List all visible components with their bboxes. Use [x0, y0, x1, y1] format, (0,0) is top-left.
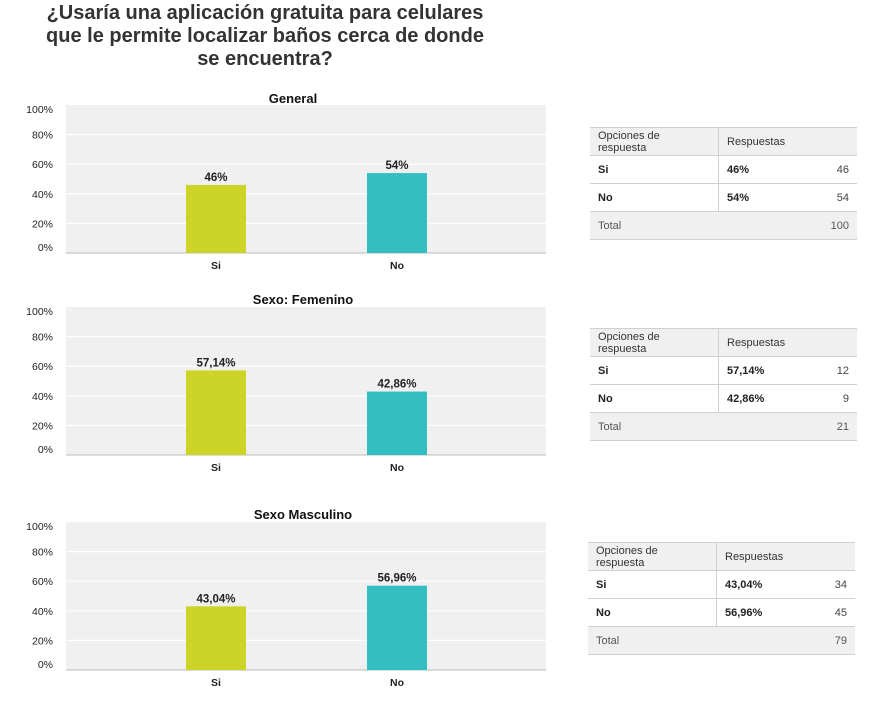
category-label: Si: [211, 462, 221, 474]
option-label: Si: [590, 155, 719, 184]
y-tick-label: 0%: [38, 444, 53, 456]
chart-femenino: Sexo: Femenino 0% 20% 40% 60% 80% 100% 57,14% S…: [0, 290, 560, 490]
y-tick-label: 40%: [32, 391, 53, 403]
chart-femenino-svg: Sexo: Femenino 0% 20% 40% 60% 80% 100% 57,14% S…: [26, 292, 546, 474]
chart-title: Sexo Masculino: [254, 507, 352, 522]
header-options: Opciones de respuesta: [590, 328, 719, 357]
bar-no: [367, 391, 427, 455]
category-label: Si: [211, 260, 221, 272]
data-label: 54%: [385, 160, 408, 172]
total-label: Total: [590, 412, 719, 441]
y-tick-label: 60%: [32, 159, 53, 171]
data-label: 57,14%: [196, 357, 235, 369]
y-tick-label: 0%: [38, 242, 53, 254]
table-row: No 56,96% 45: [588, 598, 855, 627]
header-responses: Respuestas: [718, 127, 857, 156]
header-options: Opciones de respuesta: [588, 542, 717, 571]
count-value: 45: [805, 598, 855, 627]
y-tick-label: 80%: [32, 547, 53, 559]
data-label: 56,96%: [377, 573, 416, 585]
chart-masculino: Sexo Masculino 0% 20% 40% 60% 80% 100% 43,04% S…: [0, 505, 560, 705]
percent-value: 57,14%: [718, 356, 807, 385]
y-tick-label: 0%: [38, 659, 53, 671]
responses-table-femenino: Opciones de respuesta Respuestas Si 57,1…: [590, 328, 857, 441]
table-row: Si 43,04% 34: [588, 570, 855, 599]
data-label: 42,86%: [377, 379, 416, 391]
count-value: 54: [807, 183, 857, 212]
y-tick-label: 20%: [32, 420, 53, 432]
y-tick-label: 80%: [32, 130, 53, 142]
responses-table-general: Opciones de respuesta Respuestas Si 46% …: [590, 127, 857, 240]
option-label: No: [588, 598, 717, 627]
count-value: 34: [805, 570, 855, 599]
chart-masculino-svg: Sexo Masculino 0% 20% 40% 60% 80% 100% 43,04% S…: [26, 507, 546, 689]
percent-value: 42,86%: [718, 384, 807, 413]
chart-general: General 0% 20% 40% 60% 80% 100% 46% Si 54% No: [0, 88, 560, 288]
page-title: ¿Usaría una aplicación gratuita para cel…: [46, 2, 484, 70]
header-responses: Respuestas: [718, 328, 857, 357]
percent-value: 56,96%: [716, 598, 805, 627]
y-tick-label: 60%: [32, 576, 53, 588]
responses-table-masculino: Opciones de respuesta Respuestas Si 43,0…: [588, 542, 855, 655]
total-count: 100: [807, 211, 857, 240]
table-row: No 42,86% 9: [590, 384, 857, 413]
table-total-row: Total 79: [588, 626, 855, 655]
y-tick-label: 80%: [32, 332, 53, 344]
header-options: Opciones de respuesta: [590, 127, 719, 156]
count-value: 9: [807, 384, 857, 413]
total-label: Total: [588, 626, 717, 655]
y-tick-label: 100%: [26, 521, 53, 533]
bar-si: [186, 184, 246, 253]
y-tick-label: 40%: [32, 606, 53, 618]
table-row: No 54% 54: [590, 183, 857, 212]
count-value: 46: [807, 155, 857, 184]
y-tick-label: 100%: [26, 306, 53, 318]
total-count: 21: [807, 412, 857, 441]
total-label: Total: [590, 211, 719, 240]
chart-title: General: [269, 91, 317, 106]
option-label: No: [590, 183, 719, 212]
option-label: Si: [590, 356, 719, 385]
option-label: Si: [588, 570, 717, 599]
percent-value: 43,04%: [716, 570, 805, 599]
plot-area: [66, 307, 546, 455]
table-total-row: Total 21: [590, 412, 857, 441]
data-label: 46%: [204, 172, 227, 184]
y-tick-label: 20%: [32, 218, 53, 230]
bar-no: [367, 585, 427, 670]
data-label: 43,04%: [196, 593, 235, 605]
category-label: No: [390, 462, 404, 474]
chart-title: Sexo: Femenino: [253, 292, 353, 307]
bar-si: [186, 370, 246, 455]
table-row: Si 57,14% 12: [590, 356, 857, 385]
percent-value: 46%: [718, 155, 807, 184]
table-total-row: Total 100: [590, 211, 857, 240]
plot-area: [66, 105, 546, 253]
y-tick-label: 60%: [32, 361, 53, 373]
y-tick-label: 100%: [26, 104, 53, 116]
plot-area: [66, 522, 546, 670]
percent-value: 54%: [718, 183, 807, 212]
bar-no: [367, 173, 427, 253]
bar-si: [186, 606, 246, 670]
count-value: 12: [807, 356, 857, 385]
header-responses: Respuestas: [716, 542, 855, 571]
y-tick-label: 40%: [32, 189, 53, 201]
total-count: 79: [805, 626, 855, 655]
y-tick-label: 20%: [32, 635, 53, 647]
chart-general-svg: General 0% 20% 40% 60% 80% 100% 46% Si 54% No: [26, 91, 546, 272]
category-label: Si: [211, 677, 221, 689]
category-label: No: [390, 260, 404, 272]
table-row: Si 46% 46: [590, 155, 857, 184]
option-label: No: [590, 384, 719, 413]
category-label: No: [390, 677, 404, 689]
